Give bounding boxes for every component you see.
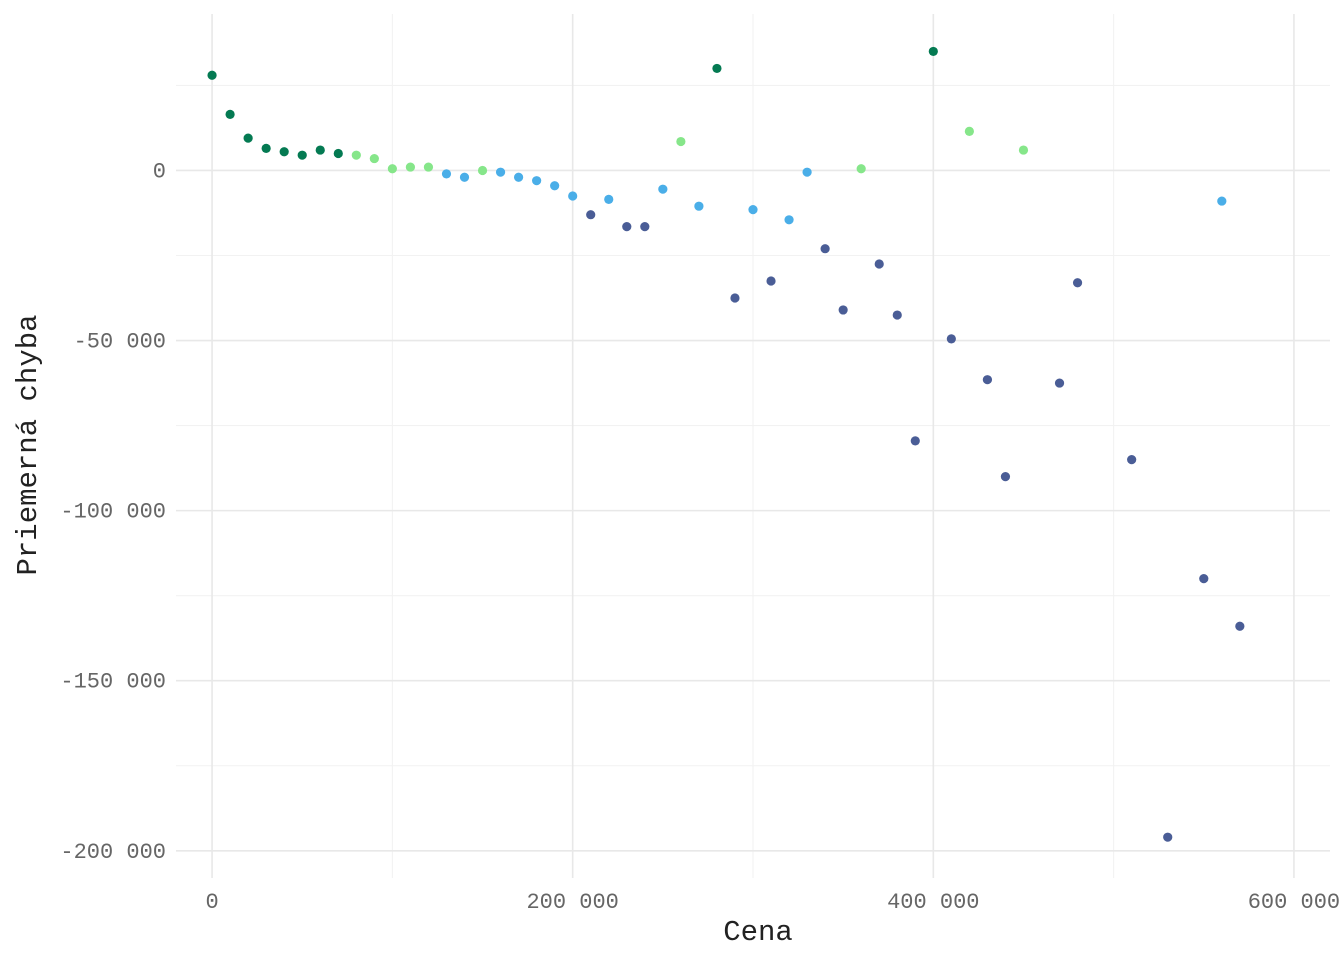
data-point	[856, 164, 866, 174]
data-point	[550, 181, 560, 191]
data-point	[640, 221, 650, 232]
data-point	[207, 70, 217, 80]
data-point	[1018, 145, 1029, 155]
x-axis-ticks: 0 200 000 400 000 600 000	[205, 890, 1340, 915]
data-point	[351, 150, 361, 160]
x-tick-label: 600 000	[1248, 890, 1340, 915]
data-point	[694, 201, 704, 211]
data-point	[1127, 455, 1137, 465]
data-point	[604, 194, 614, 204]
data-point	[441, 169, 452, 179]
data-point	[622, 221, 632, 232]
data-point	[532, 176, 542, 186]
data-point	[477, 165, 488, 176]
data-point	[946, 334, 956, 344]
data-point	[279, 147, 289, 157]
data-point	[1199, 574, 1209, 584]
x-axis-title: Cena	[723, 916, 793, 949]
data-point	[748, 204, 758, 215]
data-point	[1000, 472, 1011, 482]
data-point	[405, 162, 416, 172]
data-point	[586, 210, 596, 220]
data-point	[1054, 378, 1065, 388]
data-point	[712, 63, 722, 74]
x-tick-label: 400 000	[887, 890, 979, 915]
data-point	[910, 436, 920, 446]
data-point	[928, 46, 938, 57]
data-point	[874, 259, 884, 269]
data-point	[243, 133, 253, 143]
data-point	[225, 109, 235, 119]
data-point	[369, 153, 379, 164]
y-tick-label: 0	[153, 159, 166, 184]
data-point	[1235, 621, 1245, 631]
data-point	[387, 164, 397, 174]
data-point	[423, 162, 434, 172]
data-point	[459, 172, 470, 182]
data-point	[1072, 278, 1083, 288]
data-point	[1217, 196, 1227, 206]
data-point	[333, 148, 343, 159]
y-tick-label: -100 000	[60, 500, 166, 525]
grid	[176, 14, 1330, 878]
data-point	[261, 143, 271, 153]
data-point	[495, 167, 506, 177]
data-points	[207, 46, 1245, 842]
data-point	[982, 375, 993, 385]
data-point	[766, 276, 776, 286]
y-tick-label: -50 000	[74, 330, 166, 355]
data-point	[568, 191, 578, 201]
x-tick-label: 200 000	[526, 890, 618, 915]
data-point	[730, 293, 740, 303]
data-point	[892, 310, 902, 320]
data-point	[964, 126, 974, 136]
data-point	[676, 136, 686, 147]
data-point	[802, 167, 812, 177]
data-point	[297, 150, 307, 160]
data-point	[784, 215, 794, 225]
y-tick-label: -200 000	[60, 840, 166, 865]
data-point	[513, 172, 524, 182]
data-point	[315, 145, 325, 155]
data-point	[820, 244, 830, 254]
data-point	[838, 305, 848, 315]
y-axis-title: Priemerná chyba	[12, 314, 45, 575]
data-point	[658, 184, 668, 194]
x-tick-label: 0	[205, 890, 218, 915]
y-tick-label: -150 000	[60, 670, 166, 695]
data-point	[1163, 832, 1173, 842]
y-axis-ticks: 0 -50 000 -100 000 -150 000 -200 000	[60, 159, 166, 864]
